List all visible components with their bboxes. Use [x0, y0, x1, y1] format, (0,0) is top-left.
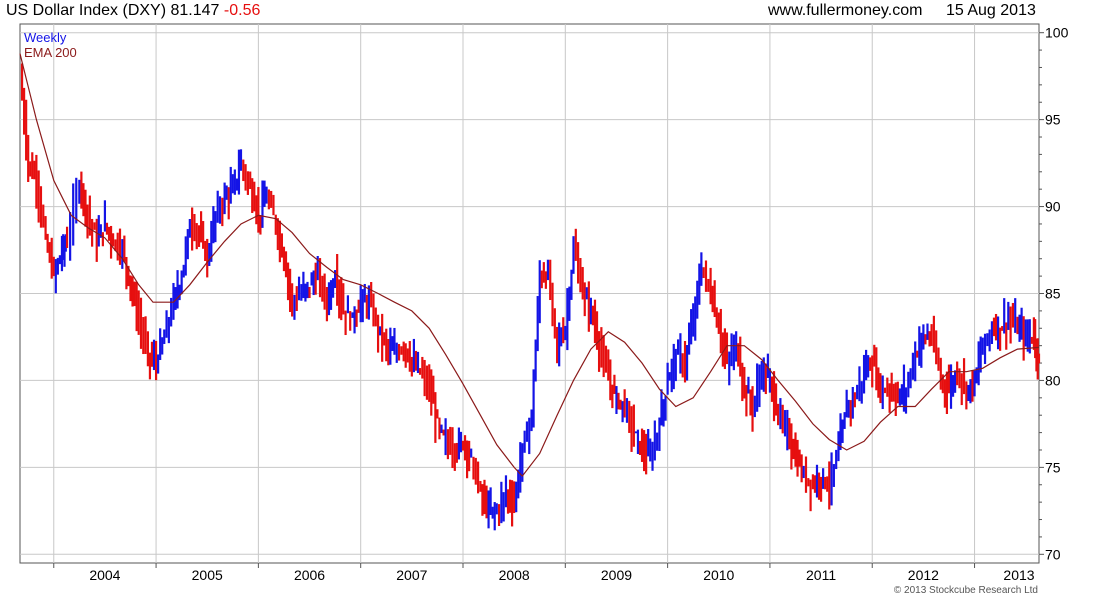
y-tick-label: 85 — [1045, 286, 1061, 302]
x-tick-label: 2007 — [396, 567, 427, 583]
chart-title-bar: US Dollar Index (DXY) 81.147 -0.56 — [6, 0, 260, 22]
x-tick-label: 2010 — [703, 567, 734, 583]
legend-ema: EMA 200 — [24, 45, 77, 60]
y-tick-label: 100 — [1045, 25, 1069, 41]
price-change: -0.56 — [223, 2, 261, 19]
chart-date: 15 Aug 2013 — [946, 2, 1036, 19]
x-tick-label: 2012 — [908, 567, 939, 583]
y-tick-label: 80 — [1045, 372, 1061, 388]
y-tick-label: 90 — [1045, 199, 1061, 215]
legend: Weekly EMA 200 — [24, 30, 77, 60]
x-tick-label: 2005 — [192, 567, 223, 583]
y-tick-label: 70 — [1045, 546, 1061, 562]
y-tick-label: 95 — [1045, 112, 1061, 128]
x-tick-label: 2004 — [89, 567, 120, 583]
copyright-notice: © 2013 Stockcube Research Ltd — [893, 585, 1038, 596]
x-tick-label: 2009 — [601, 567, 632, 583]
x-tick-label: 2008 — [499, 567, 530, 583]
x-tick-label: 2013 — [1003, 567, 1034, 583]
ema-200-line — [19, 53, 1040, 478]
y-tick-label: 75 — [1045, 459, 1061, 475]
last-price: 81.147 — [170, 2, 220, 19]
x-tick-label: 2006 — [294, 567, 325, 583]
x-tick-label: 2011 — [806, 567, 836, 583]
source-site[interactable]: www.fullermoney.com — [768, 2, 923, 19]
instrument-name: US Dollar Index (DXY) — [6, 2, 167, 19]
legend-weekly: Weekly — [24, 30, 67, 45]
